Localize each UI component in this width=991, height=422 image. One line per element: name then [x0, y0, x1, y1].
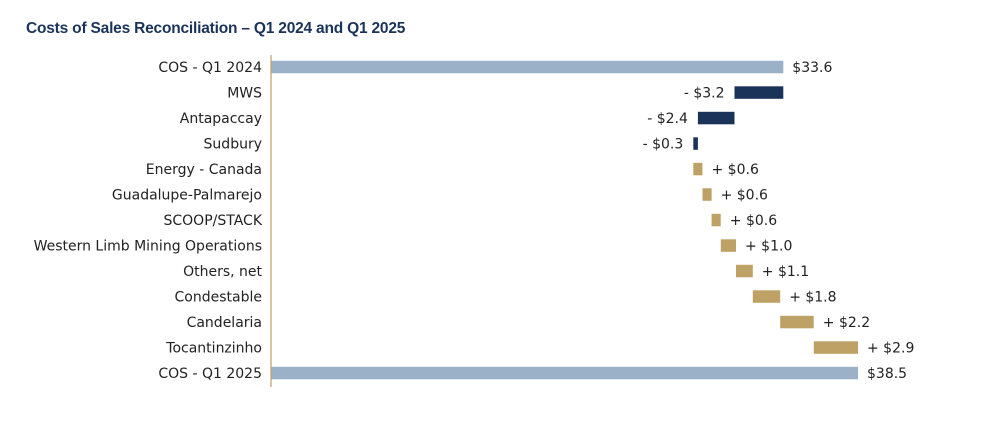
category-label-others-net: Others, net	[183, 264, 262, 280]
value-label-energy-canada: + $0.6	[712, 162, 759, 178]
bar-scoop-stack	[711, 213, 721, 227]
value-label-antapaccay: - $2.4	[647, 111, 688, 127]
category-label-candelaria: Candelaria	[187, 315, 262, 331]
value-label-western-limb-mining-operations: + $1.0	[745, 239, 792, 255]
value-label-candelaria: + $2.2	[823, 315, 870, 331]
bar-cos-q1-2025	[271, 366, 858, 380]
bar-condestable	[752, 290, 781, 303]
value-label-mws: - $3.2	[684, 86, 725, 102]
category-label-western-limb-mining-operations: Western Limb Mining Operations	[34, 239, 262, 255]
bar-others-net	[736, 264, 753, 278]
bar-sudbury	[693, 137, 698, 150]
category-label-condestable: Condestable	[175, 290, 262, 306]
category-label-mws: MWS	[227, 86, 262, 102]
category-label-cos-q1-2025: COS - Q1 2025	[158, 366, 262, 382]
bar-candelaria	[780, 315, 814, 329]
category-label-sudbury: Sudbury	[204, 137, 262, 153]
category-label-tocantinzinho: Tocantinzinho	[165, 341, 262, 357]
category-label-scoop-stack: SCOOP/STACK	[164, 213, 263, 229]
value-label-sudbury: - $0.3	[643, 137, 684, 153]
value-label-scoop-stack: + $0.6	[730, 213, 777, 229]
category-label-guadalupe-palmarejo: Guadalupe-Palmarejo	[112, 188, 262, 204]
bar-western-limb-mining-operations	[720, 239, 736, 252]
bar-tocantinzinho	[813, 341, 858, 354]
category-label-cos-q1-2024: COS - Q1 2024	[158, 60, 262, 76]
bars-group	[271, 60, 858, 380]
value-label-others-net: + $1.1	[762, 264, 809, 280]
category-label-antapaccay: Antapaccay	[180, 111, 262, 127]
value-label-tocantinzinho: + $2.9	[867, 341, 914, 357]
value-labels: $33.6 - $3.2 - $2.4 - $0.3 + $0.6 + $0.6 + $0.…	[643, 60, 915, 382]
value-label-guadalupe-palmarejo: + $0.6	[721, 188, 768, 204]
category-label-energy-canada: Energy - Canada	[146, 162, 262, 178]
bar-cos-q1-2024	[271, 60, 784, 74]
category-labels: COS - Q1 2024 MWS Antapaccay Sudbury Energy …	[34, 60, 263, 382]
bar-antapaccay	[697, 111, 735, 125]
bar-energy-canada	[693, 162, 703, 176]
value-label-condestable: + $1.8	[789, 290, 836, 306]
value-label-cos-q1-2024: $33.6	[792, 60, 832, 76]
value-label-cos-q1-2025: $38.5	[867, 366, 907, 382]
bar-mws	[734, 86, 784, 99]
chart-title: Costs of Sales Reconciliation – Q1 2024 …	[26, 20, 406, 37]
bar-guadalupe-palmarejo	[702, 188, 712, 201]
